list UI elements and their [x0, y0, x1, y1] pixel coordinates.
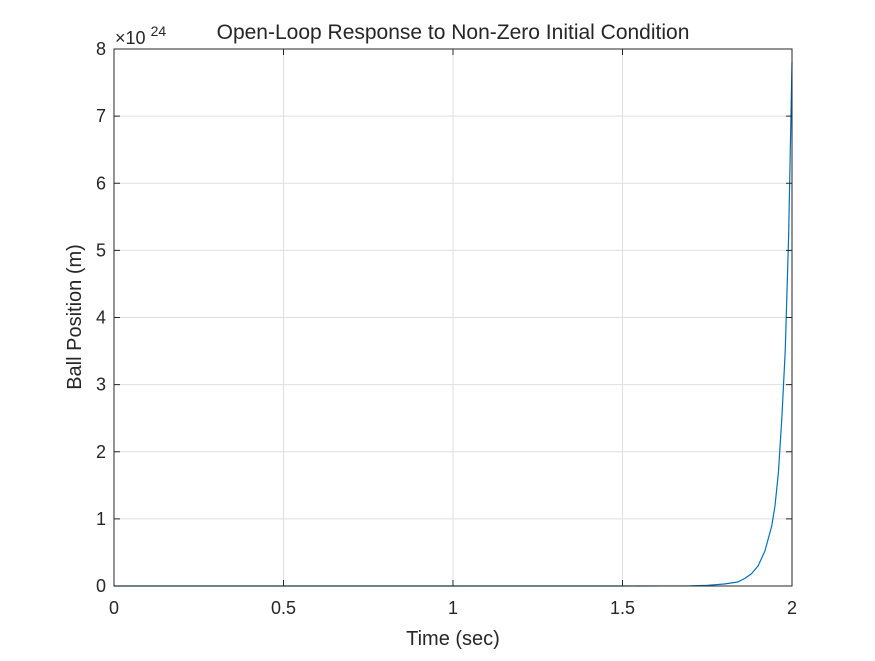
- x-tick-label: 0: [109, 598, 119, 618]
- tick-layer: 0 0.5 1 1.5 2 0 1 2 3 4 5 6 7 8: [96, 39, 797, 618]
- y-axis-label: Ball Position (m): [64, 244, 86, 390]
- x-tick-label: 0.5: [271, 598, 296, 618]
- chart-title: Open-Loop Response to Non-Zero Initial C…: [217, 21, 690, 44]
- y-tick-label: 4: [96, 308, 106, 328]
- y-exponent: ×10 24: [115, 23, 166, 48]
- y-tick-label: 6: [96, 173, 106, 193]
- y-tick-label: 1: [96, 509, 106, 529]
- x-tick-label: 1: [448, 598, 458, 618]
- y-exponent-base: ×10: [115, 28, 146, 48]
- y-tick-label: 7: [96, 106, 106, 126]
- x-axis-label: Time (sec): [406, 628, 500, 650]
- y-tick-label: 0: [96, 576, 106, 596]
- y-tick-label: 3: [96, 375, 106, 395]
- y-exponent-power: 24: [151, 23, 167, 39]
- y-tick-label: 5: [96, 240, 106, 260]
- y-tick-label: 2: [96, 442, 106, 462]
- y-tick-label: 8: [96, 39, 106, 59]
- x-tick-label: 1.5: [610, 598, 635, 618]
- x-tick-label: 2: [787, 598, 797, 618]
